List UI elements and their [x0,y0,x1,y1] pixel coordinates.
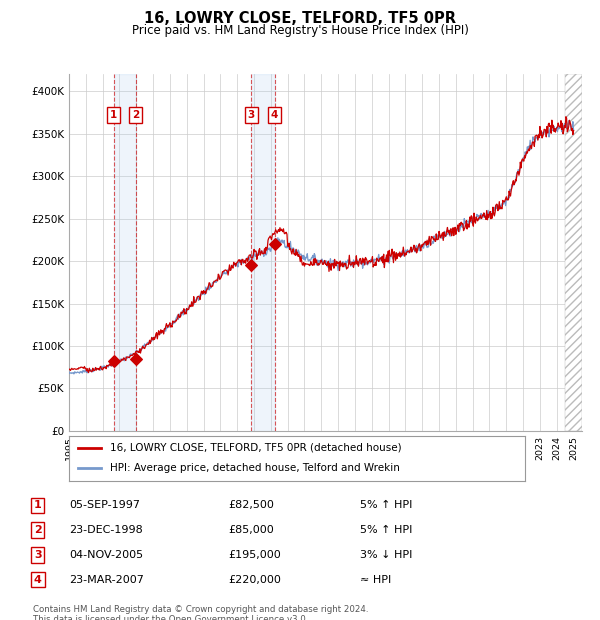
Text: 2: 2 [132,110,139,120]
Text: Price paid vs. HM Land Registry's House Price Index (HPI): Price paid vs. HM Land Registry's House … [131,24,469,37]
Text: £195,000: £195,000 [228,550,281,560]
Text: ≈ HPI: ≈ HPI [360,575,391,585]
Text: 4: 4 [271,110,278,120]
Text: 3% ↓ HPI: 3% ↓ HPI [360,550,412,560]
Text: Contains HM Land Registry data © Crown copyright and database right 2024.
This d: Contains HM Land Registry data © Crown c… [33,604,368,620]
Text: 04-NOV-2005: 04-NOV-2005 [69,550,143,560]
Point [270,239,280,249]
Text: 3: 3 [34,550,41,560]
Text: 16, LOWRY CLOSE, TELFORD, TF5 0PR (detached house): 16, LOWRY CLOSE, TELFORD, TF5 0PR (detac… [110,443,401,453]
Text: 1: 1 [110,110,118,120]
Text: £220,000: £220,000 [228,575,281,585]
Text: £82,500: £82,500 [228,500,274,510]
Text: 5% ↑ HPI: 5% ↑ HPI [360,500,412,510]
Text: HPI: Average price, detached house, Telford and Wrekin: HPI: Average price, detached house, Telf… [110,463,400,474]
Text: 2: 2 [34,525,41,535]
Text: 3: 3 [248,110,255,120]
Text: 23-MAR-2007: 23-MAR-2007 [69,575,144,585]
Point [247,260,256,270]
Text: £85,000: £85,000 [228,525,274,535]
Bar [114,74,136,431]
Text: 16, LOWRY CLOSE, TELFORD, TF5 0PR: 16, LOWRY CLOSE, TELFORD, TF5 0PR [144,11,456,26]
Point [109,356,119,366]
Text: 05-SEP-1997: 05-SEP-1997 [69,500,140,510]
Text: 23-DEC-1998: 23-DEC-1998 [69,525,143,535]
Text: 4: 4 [34,575,42,585]
Bar [565,74,582,431]
Text: 1: 1 [34,500,41,510]
Bar [251,74,275,431]
Point [131,354,140,364]
Text: 5% ↑ HPI: 5% ↑ HPI [360,525,412,535]
